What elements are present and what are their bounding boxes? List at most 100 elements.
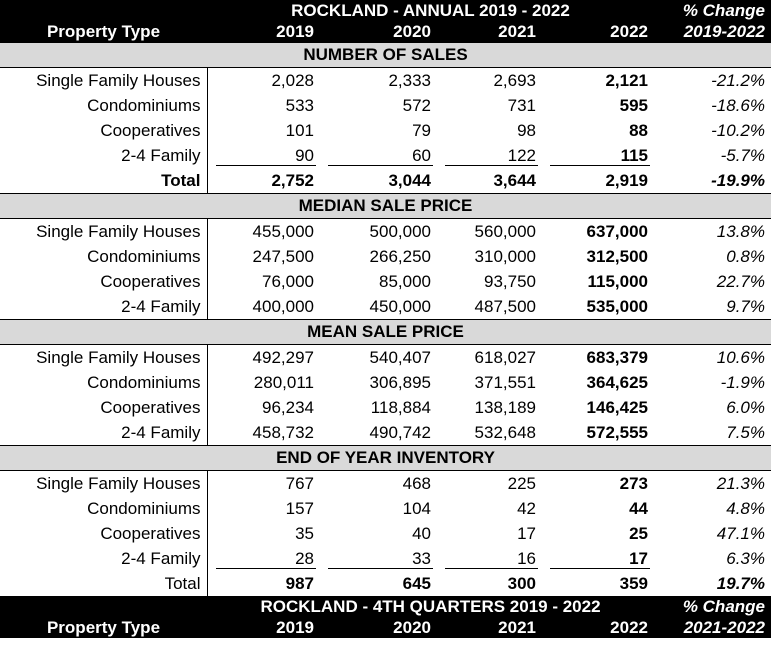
value-cell-2022: 2,121: [542, 68, 654, 94]
value-cell-2022: 44: [542, 496, 654, 521]
value-cell-2021: 731: [437, 93, 542, 118]
table-row: Single Family Houses 455,000 500,000 560,00…: [0, 218, 771, 244]
pct-change-cell: -1.9%: [720, 372, 765, 392]
value-text: 122: [507, 145, 536, 165]
quarterly-header-row-1: ROCKLAND - 4TH QUARTERS 2019 - 2022 % Ch…: [0, 596, 771, 617]
subtotal-underline: [215, 165, 316, 166]
row-label: Single Family Houses: [0, 218, 208, 244]
value-cell-2020: 540,407: [320, 345, 437, 371]
table-row: Cooperatives 96,234 118,884 138,189 146,425 6…: [0, 395, 771, 420]
value-cell-2022: 2,919: [542, 168, 654, 194]
value-text: 306,895: [369, 372, 431, 392]
value-cell-2021: 16: [437, 546, 542, 571]
value-cell-2021: 122: [437, 143, 542, 168]
table-row: Cooperatives 76,000 85,000 93,750 115,000 22.…: [0, 269, 771, 294]
value-text: 2,121: [605, 70, 648, 90]
value-text: 42: [517, 498, 536, 518]
annual-year-2022: 2022: [542, 21, 654, 43]
value-cell-2022: 683,379: [542, 345, 654, 371]
subtotal-underline: [550, 165, 650, 166]
section-title: END OF YEAR INVENTORY: [0, 445, 771, 471]
value-cell-2020: 118,884: [320, 395, 437, 420]
pct-change-cell: -18.6%: [711, 95, 765, 115]
value-text: 455,000: [252, 221, 314, 241]
table-row: Single Family Houses 492,297 540,407 618,02…: [0, 344, 771, 371]
pct-change-cell: 21.3%: [716, 473, 765, 493]
value-text: 645: [402, 573, 431, 593]
value-text: 767: [285, 473, 314, 493]
value-text: 300: [507, 573, 536, 593]
value-text: 40: [412, 523, 431, 543]
quarterly-title: ROCKLAND - 4TH QUARTERS 2019 - 2022: [207, 596, 654, 617]
value-text: 93,750: [484, 271, 536, 291]
value-cell-2020: 572: [320, 93, 437, 118]
quarterly-property-type-label: Property Type: [0, 617, 207, 638]
value-cell-2021: 225: [437, 471, 542, 497]
value-cell-2021: 98: [437, 118, 542, 143]
subtotal-underline: [445, 165, 538, 166]
value-cell-2019: 987: [207, 571, 320, 596]
value-cell-2020: 79: [320, 118, 437, 143]
value-cell-2022: 312,500: [542, 244, 654, 269]
value-text: 98: [517, 120, 536, 140]
section-title: NUMBER OF SALES: [0, 42, 771, 68]
quarterly-year-2020: 2020: [320, 617, 437, 638]
value-text: 533: [285, 95, 314, 115]
value-text: 60: [412, 145, 431, 165]
value-text: 76,000: [262, 271, 314, 291]
value-cell-2022: 535,000: [542, 294, 654, 320]
value-text: 312,500: [586, 246, 648, 266]
section-header-mean-sale-price: MEAN SALE PRICE: [0, 319, 771, 345]
value-text: 572,555: [586, 422, 648, 442]
value-cell-2022: 25: [542, 521, 654, 546]
row-label: Cooperatives: [0, 521, 208, 546]
value-cell-2022: 359: [542, 571, 654, 596]
value-cell-2022: 115,000: [542, 269, 654, 294]
value-cell-2019: 280,011: [207, 370, 320, 395]
value-text: 458,732: [252, 422, 314, 442]
section-title: MEDIAN SALE PRICE: [0, 193, 771, 219]
row-label: Condominiums: [0, 370, 208, 395]
value-text: 88: [629, 120, 648, 140]
value-text: 266,250: [369, 246, 431, 266]
subtotal-underline: [215, 568, 316, 569]
value-text: 101: [285, 120, 314, 140]
value-text: 637,000: [586, 221, 648, 241]
value-cell-2019: 28: [207, 546, 320, 571]
value-cell-2019: 157: [207, 496, 320, 521]
table-row: 2-4 Family 28 33 16 17 6.3%: [0, 546, 771, 571]
table-row: Condominiums 247,500 266,250 310,000 312,500…: [0, 244, 771, 269]
value-cell-2020: 104: [320, 496, 437, 521]
value-text: 310,000: [474, 246, 536, 266]
value-cell-2021: 532,648: [437, 420, 542, 446]
value-cell-2019: 533: [207, 93, 320, 118]
pct-change-cell: -5.7%: [720, 145, 765, 165]
value-text: 490,742: [369, 422, 431, 442]
value-cell-2022: 115: [542, 143, 654, 168]
value-text: 572: [402, 95, 431, 115]
value-cell-2022: 88: [542, 118, 654, 143]
annual-year-2021: 2021: [437, 21, 542, 43]
annual-year-2019: 2019: [207, 21, 320, 43]
value-text: 540,407: [369, 347, 431, 367]
row-label: Condominiums: [0, 496, 208, 521]
value-cell-2019: 767: [207, 471, 320, 497]
value-text: 3,044: [388, 170, 431, 190]
value-cell-2019: 76,000: [207, 269, 320, 294]
value-cell-2021: 42: [437, 496, 542, 521]
section-header-number-of-sales: NUMBER OF SALES: [0, 42, 771, 68]
table-row: Cooperatives 101 79 98 88 -10.2%: [0, 118, 771, 143]
value-text: 2,752: [271, 170, 314, 190]
row-label: Cooperatives: [0, 395, 208, 420]
annual-title: ROCKLAND - ANNUAL 2019 - 2022: [207, 0, 654, 21]
value-text: 535,000: [586, 296, 648, 316]
value-text: 683,379: [586, 347, 648, 367]
table-row: 2-4 Family 400,000 450,000 487,500 535,000 9.…: [0, 294, 771, 320]
row-label: Single Family Houses: [0, 470, 208, 496]
row-label: Condominiums: [0, 93, 208, 118]
annual-year-2020: 2020: [320, 21, 437, 43]
value-text: 17: [517, 523, 536, 543]
table-row: 2-4 Family 458,732 490,742 532,648 572,555 7.…: [0, 420, 771, 446]
value-text: 25: [629, 523, 648, 543]
table-row: Cooperatives 35 40 17 25 47.1%: [0, 521, 771, 546]
